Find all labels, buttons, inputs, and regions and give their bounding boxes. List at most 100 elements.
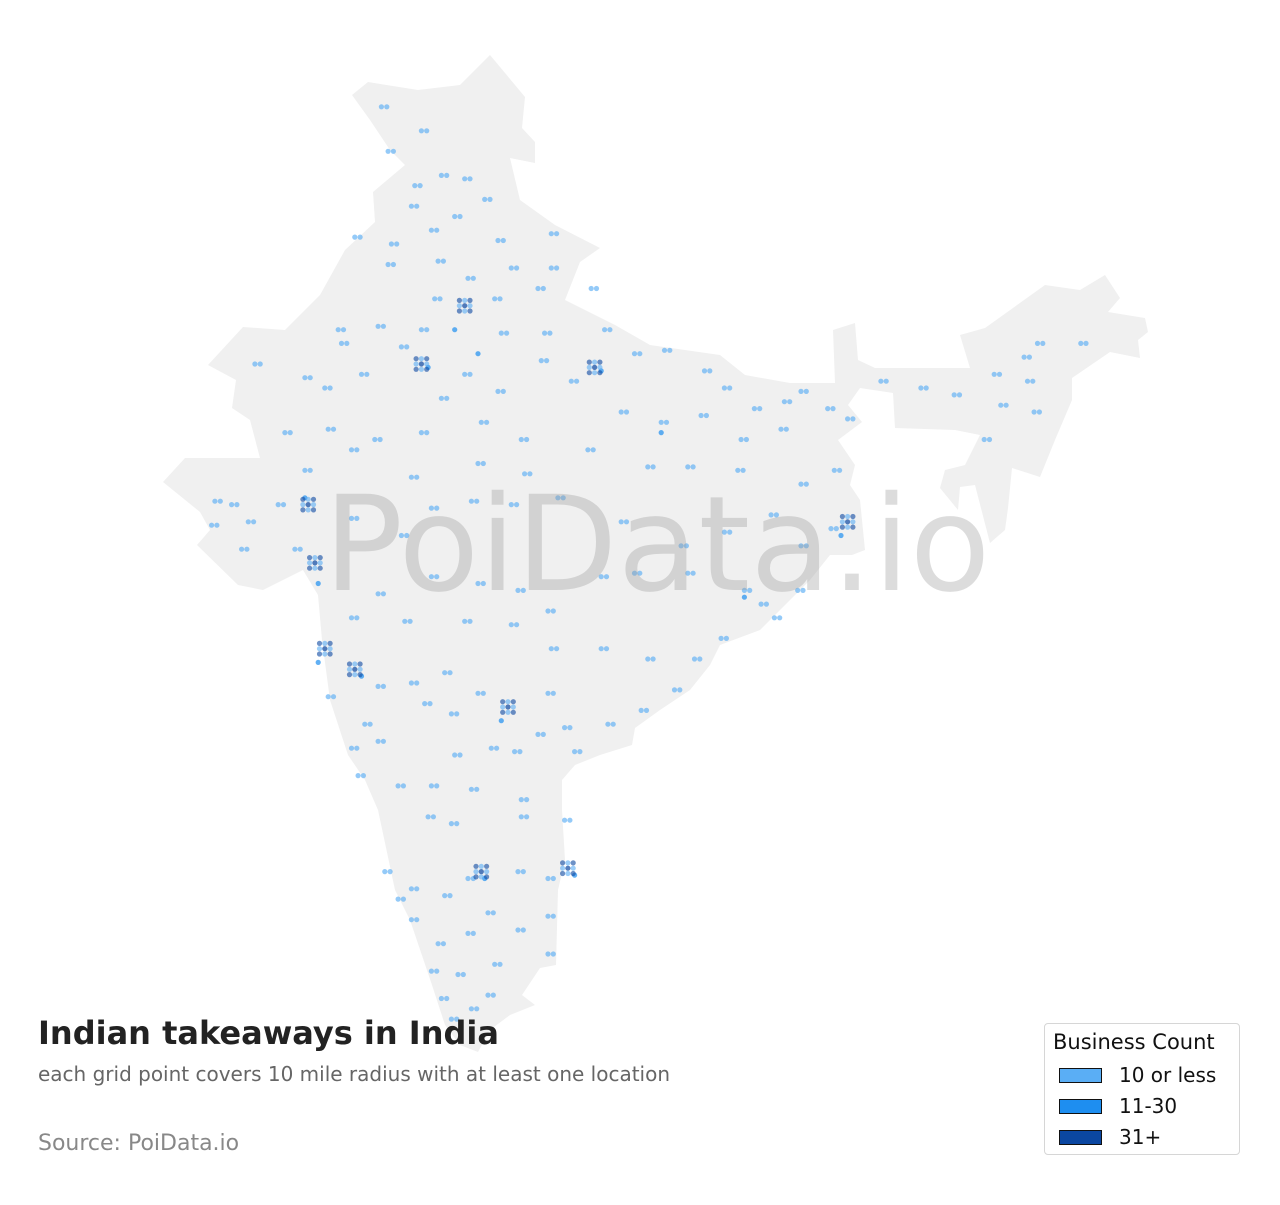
grid-point-10-or-less: [981, 436, 987, 443]
grid-point-11-30: [315, 659, 321, 666]
grid-point-10-or-less: [758, 601, 764, 607]
grid-point-cluster: [484, 874, 490, 880]
grid-point-10-or-less: [395, 783, 401, 789]
grid-point-10-or-less: [430, 814, 436, 820]
grid-point-10-or-less: [833, 526, 839, 532]
grid-point-31-plus: [418, 361, 424, 367]
grid-point-cluster: [346, 666, 353, 672]
grid-point-cluster: [322, 651, 328, 657]
grid-point-10-or-less: [707, 368, 713, 374]
grid-point-10-or-less: [455, 971, 461, 978]
grid-point-10-or-less: [703, 412, 710, 419]
grid-point-10-or-less: [380, 683, 386, 690]
grid-point-10-or-less: [514, 502, 520, 508]
grid-point-10-or-less: [497, 296, 503, 302]
grid-point-10-or-less: [568, 378, 574, 384]
grid-point-10-or-less: [390, 148, 396, 154]
grid-point-10-or-less: [212, 498, 218, 504]
grid-point-10-or-less: [727, 385, 733, 391]
grid-point-10-or-less: [555, 495, 561, 501]
grid-point-10-or-less: [408, 917, 414, 923]
grid-point-10-or-less: [757, 406, 763, 412]
grid-point-10-or-less: [1003, 402, 1009, 408]
grid-point-cluster: [510, 709, 516, 715]
grid-point-31-plus: [322, 646, 328, 652]
grid-point-10-or-less: [508, 622, 514, 628]
grid-point-11-30: [475, 351, 481, 357]
grid-point-10-or-less: [508, 502, 514, 508]
grid-point-31-plus: [312, 560, 318, 566]
grid-point-10-or-less: [778, 426, 784, 432]
grid-point-10-or-less: [432, 296, 438, 302]
grid-point-10-or-less: [348, 745, 355, 751]
grid-point-10-or-less: [991, 371, 997, 377]
grid-point-10-or-less: [998, 402, 1004, 408]
grid-point-11-30: [452, 327, 458, 333]
grid-point-10-or-less: [454, 821, 460, 827]
grid-point-10-or-less: [514, 622, 520, 628]
grid-point-10-or-less: [545, 913, 551, 919]
grid-point-cluster: [424, 366, 430, 372]
grid-point-cluster: [418, 356, 424, 362]
grid-points: [209, 104, 1089, 1022]
grid-point-10-or-less: [488, 745, 494, 751]
grid-point-cluster: [307, 560, 313, 566]
grid-point-10-or-less: [435, 941, 441, 947]
grid-point-10-or-less: [487, 196, 493, 202]
grid-point-10-or-less: [500, 388, 506, 394]
grid-point-10-or-less: [542, 330, 548, 336]
grid-point-cluster: [300, 507, 306, 513]
grid-point-10-or-less: [548, 265, 554, 271]
grid-point-10-or-less: [474, 498, 480, 504]
grid-point-cluster: [413, 356, 419, 362]
legend: Business Count 10 or less 11-30 31+: [1044, 1023, 1240, 1155]
grid-point-10-or-less: [560, 495, 566, 501]
grid-point-10-or-less: [550, 913, 556, 919]
grid-point-10-or-less: [434, 968, 440, 974]
grid-point-10-or-less: [721, 385, 728, 391]
grid-point-10-or-less: [550, 690, 556, 696]
grid-point-cluster: [505, 709, 511, 715]
grid-point-cluster: [327, 640, 333, 647]
grid-point-cluster: [500, 704, 506, 710]
grid-point-11-30: [658, 430, 664, 436]
grid-point-cluster: [352, 672, 358, 678]
india-landmass: [163, 55, 1148, 1052]
grid-point-cluster: [570, 865, 576, 871]
grid-point-10-or-less: [418, 430, 424, 436]
grid-point-10-or-less: [721, 529, 728, 535]
grid-point-cluster: [317, 565, 323, 571]
grid-point-10-or-less: [282, 430, 288, 436]
grid-point-10-or-less: [217, 498, 223, 504]
grid-point-cluster: [305, 496, 311, 502]
grid-point-cluster: [424, 361, 430, 367]
grid-point-10-or-less: [474, 786, 480, 792]
grid-point-10-or-less: [598, 646, 604, 652]
grid-point-10-or-less: [400, 783, 406, 789]
grid-point-10-or-less: [540, 285, 546, 292]
grid-point-cluster: [310, 502, 317, 508]
grid-point-10-or-less: [747, 587, 753, 594]
grid-point-10-or-less: [520, 869, 526, 875]
grid-point-cluster: [510, 704, 516, 710]
grid-point-10-or-less: [515, 927, 521, 933]
grid-point-10-or-less: [245, 519, 251, 525]
grid-point-cluster: [346, 672, 353, 678]
grid-point-cluster: [478, 863, 484, 869]
grid-point-10-or-less: [348, 447, 355, 453]
grid-point-10-or-less: [462, 618, 468, 624]
grid-point-10-or-less: [367, 721, 373, 727]
grid-point-10-or-less: [685, 464, 691, 470]
grid-point-31-plus: [592, 364, 598, 370]
grid-point-10-or-less: [470, 930, 476, 937]
grid-point-10-or-less: [678, 543, 684, 549]
grid-point-10-or-less: [251, 519, 257, 525]
legend-swatch: [1059, 1129, 1102, 1145]
grid-point-10-or-less: [428, 227, 434, 233]
grid-point-10-or-less: [354, 515, 360, 522]
grid-point-10-or-less: [650, 464, 656, 470]
grid-point-10-or-less: [518, 814, 524, 820]
grid-point-10-or-less: [475, 460, 481, 467]
grid-point-10-or-less: [414, 680, 420, 686]
grid-point-11-30: [838, 532, 844, 539]
